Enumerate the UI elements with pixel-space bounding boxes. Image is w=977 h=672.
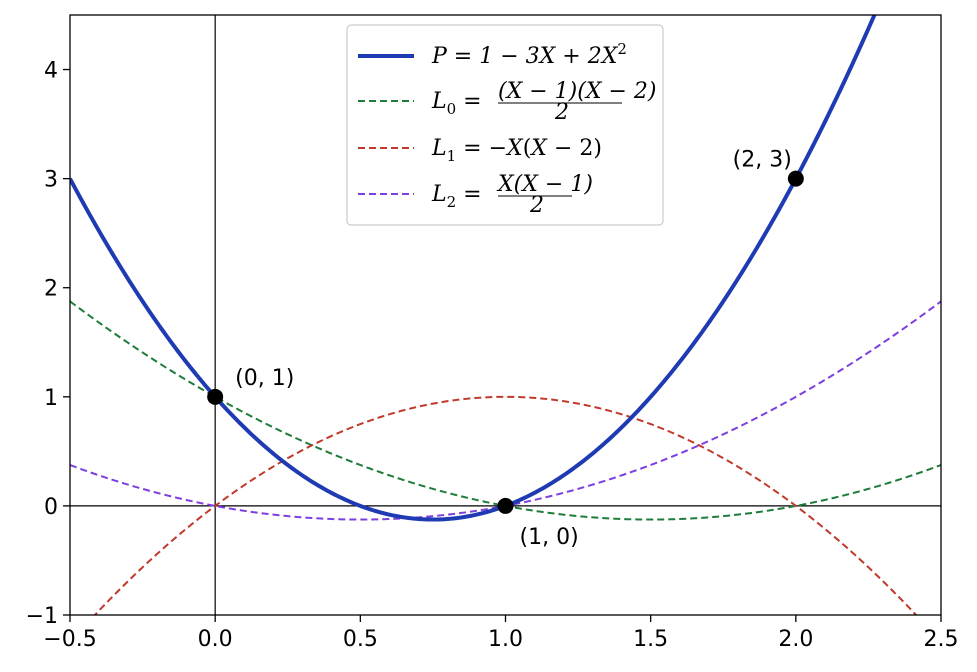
x-tick-label: 1.5 [633, 627, 668, 652]
y-tick-label: 3 [44, 168, 58, 193]
y-tick-label: 2 [44, 277, 58, 302]
y-tick-label: 1 [44, 386, 58, 411]
x-tick-label: 0.5 [343, 627, 378, 652]
x-tick-label: 2.0 [778, 627, 813, 652]
legend-label-l2: L2 = X(X − 1) 2 [431, 172, 593, 218]
data-point-0 [207, 388, 224, 405]
series-line-l1 [93, 395, 918, 615]
y-tick-label: 4 [44, 59, 58, 84]
legend-label-p: P = 1 − 3X + 2X2 [431, 40, 627, 69]
data-point-label-2: (2, 3) [733, 148, 792, 173]
svg-text:2: 2 [529, 193, 544, 218]
x-tick-label: 1.0 [488, 627, 523, 652]
x-tick-label: 0.0 [198, 627, 233, 652]
svg-text:2: 2 [554, 100, 569, 125]
legend: P = 1 − 3X + 2X2 L0 = (X − 1)(X − 2) 2 L… [346, 24, 664, 226]
data-point-label-0: (0, 1) [235, 366, 294, 391]
legend-box [346, 24, 664, 226]
svg-text:L0 =: L0 = [431, 89, 482, 118]
svg-text:L2 =: L2 = [431, 182, 482, 211]
legend-label-l1: L1 = −X(X − 2) [431, 136, 602, 165]
y-tick-label: −1 [26, 604, 58, 629]
x-tick-label: −0.5 [43, 627, 96, 652]
svg-text:X(X − 1): X(X − 1) [496, 172, 593, 197]
data-point-2 [787, 170, 804, 187]
data-point-1 [497, 497, 514, 514]
x-tick-label: 2.5 [924, 627, 959, 652]
data-point-label-1: (1, 0) [520, 525, 579, 550]
svg-text:(X − 1)(X − 2): (X − 1)(X − 2) [498, 79, 657, 104]
legend-label-l0: L0 = (X − 1)(X − 2) 2 [431, 79, 657, 125]
y-tick-label: 0 [44, 495, 58, 520]
